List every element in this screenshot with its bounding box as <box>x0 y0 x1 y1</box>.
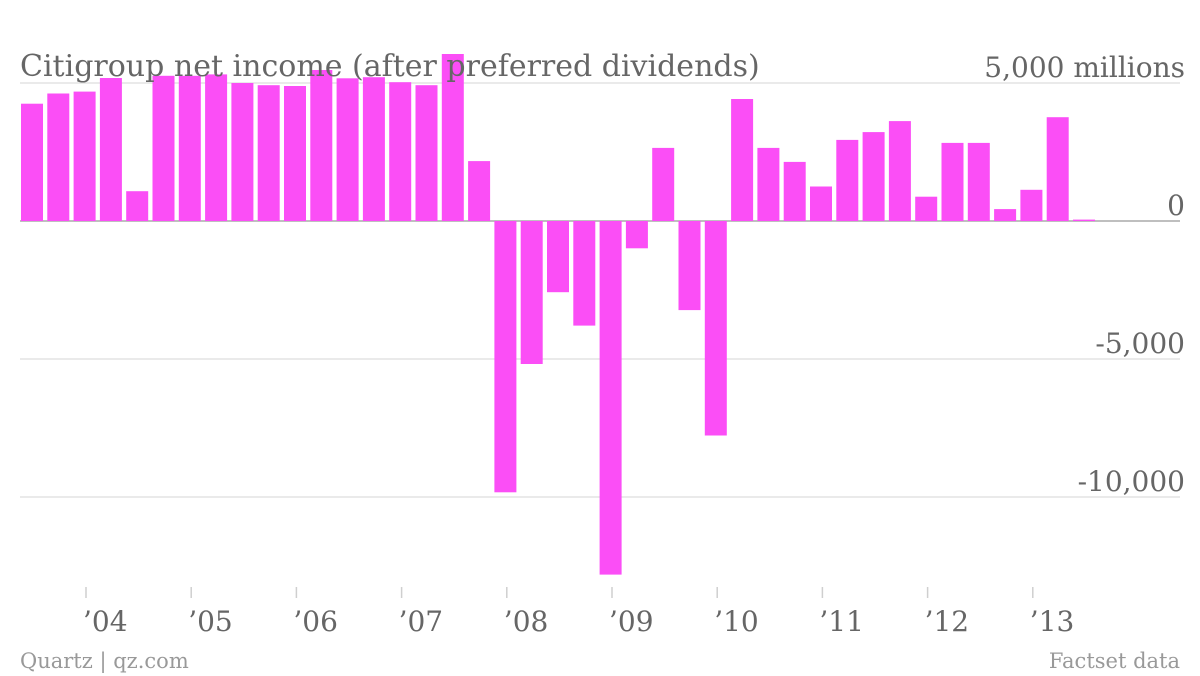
bar <box>47 93 70 221</box>
bar <box>231 83 254 221</box>
bar <box>99 78 122 221</box>
x-tick-label: ’10 <box>714 605 759 638</box>
x-tick-label: ’04 <box>83 605 128 638</box>
bar <box>336 78 359 221</box>
bar <box>547 221 569 293</box>
y-tick-label: 0 <box>1167 189 1185 222</box>
bar <box>441 54 464 221</box>
bar <box>178 75 201 221</box>
chart-title: Citigroup net income (after preferred di… <box>20 49 760 84</box>
x-tick-label: ’09 <box>609 605 654 638</box>
x-tick-label: ’05 <box>188 605 233 638</box>
source-left: Quartz | qz.com <box>20 649 189 674</box>
y-tick-label: 5,000 millions <box>984 51 1185 84</box>
bar <box>1046 117 1069 221</box>
bars <box>21 54 1095 575</box>
x-tick-label: ’06 <box>293 605 338 638</box>
bar <box>731 99 754 221</box>
bar <box>888 121 911 221</box>
bar <box>783 161 806 221</box>
bar <box>310 70 333 221</box>
bar <box>152 75 175 221</box>
bar <box>625 221 648 249</box>
bar <box>257 85 280 221</box>
x-tick-label: ’08 <box>504 605 549 638</box>
x-tick-label: ’11 <box>819 605 864 638</box>
y-tick-label: -5,000 <box>1095 327 1185 360</box>
bar <box>836 139 859 221</box>
bar <box>494 221 517 493</box>
bar <box>1020 189 1043 221</box>
bar <box>704 221 727 436</box>
bar <box>862 132 885 221</box>
y-tick-label: -10,000 <box>1078 465 1185 498</box>
x-tick-label: ’12 <box>925 605 970 638</box>
bar <box>21 103 43 221</box>
bar <box>468 161 491 221</box>
source-right: Factset data <box>1049 649 1180 673</box>
bar <box>284 86 306 221</box>
bar <box>678 221 701 311</box>
bar <box>1073 219 1095 221</box>
bar <box>205 74 228 222</box>
bar <box>415 85 438 221</box>
bar <box>362 77 385 221</box>
x-tick-label: ’13 <box>1030 605 1075 638</box>
bar <box>599 221 622 575</box>
bar <box>73 91 96 221</box>
bar <box>520 221 543 364</box>
bar <box>941 142 964 221</box>
bar <box>757 147 780 221</box>
bar <box>994 209 1017 221</box>
bar <box>967 142 990 221</box>
bar <box>389 82 412 221</box>
bar <box>652 147 675 221</box>
bar <box>810 186 832 221</box>
bar <box>126 191 149 221</box>
x-tick-label: ’07 <box>399 605 444 638</box>
bar <box>573 221 596 326</box>
x-tick-labels: ’04 ’05 ’06 ’07 ’08 ’09 ’10 ’11 ’12 ’13 <box>83 587 1074 638</box>
y-tick-labels: 5,000 millions 0 -5,000 -10,000 <box>984 51 1185 498</box>
bar <box>915 196 938 221</box>
